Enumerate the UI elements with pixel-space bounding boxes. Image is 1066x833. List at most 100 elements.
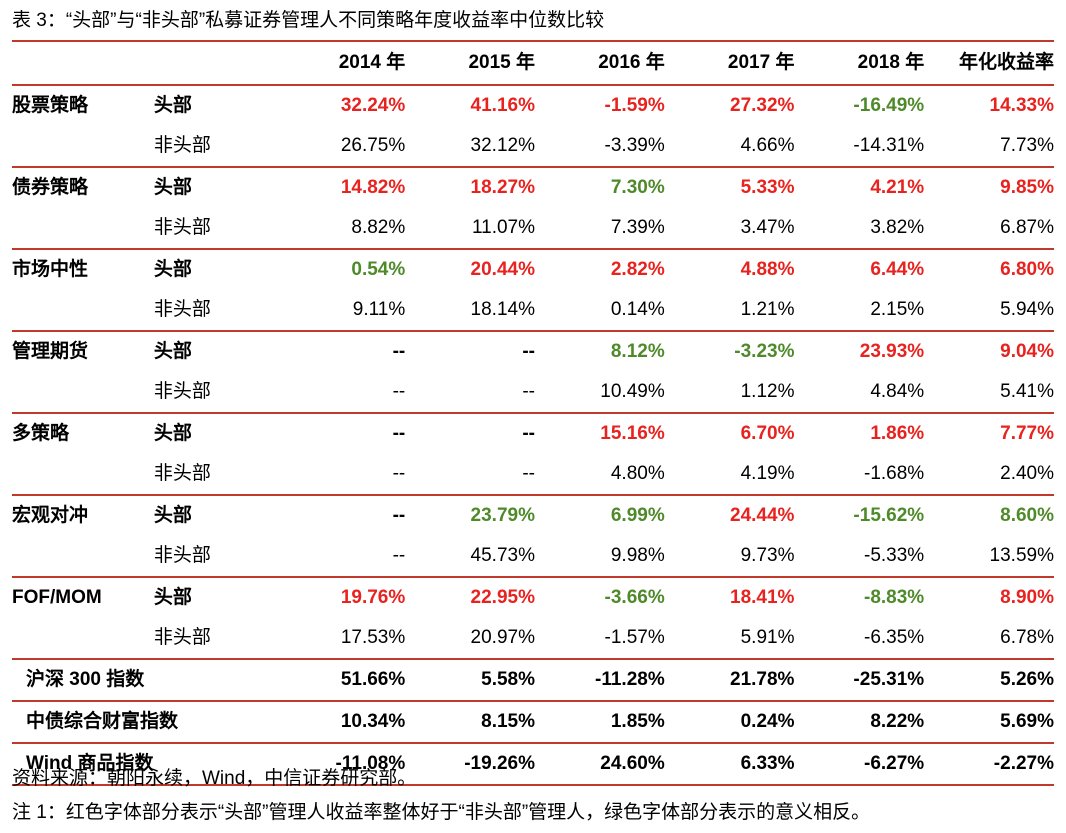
value-cell: 10.34%	[340, 711, 406, 732]
index-row: Wind 商品指数 -11.08% -19.26% 24.60% 6.33% -6.27%…	[12, 743, 1054, 785]
value-cell: 6.78%	[1000, 627, 1054, 648]
value-cell: 3.47%	[740, 217, 795, 238]
value-cell: 8.90%	[1000, 587, 1054, 608]
group-label-nonhead: 非头部	[153, 545, 211, 566]
index-row: 中债综合财富指数 10.34% 8.15% 1.85% 0.24% 8.22% 5.69%	[12, 701, 1054, 743]
index-name: 沪深 300 指数	[26, 669, 145, 690]
group-label-nonhead: 非头部	[153, 627, 211, 648]
group-label-nonhead: 非头部	[153, 463, 211, 484]
value-cell: -25.31%	[853, 669, 925, 690]
value-cell: -14.31%	[853, 135, 925, 156]
value-cell: 21.78%	[730, 669, 795, 690]
header-blank-strategy	[12, 41, 154, 85]
value-cell: --	[392, 423, 406, 444]
value-cell: 6.80%	[1000, 259, 1054, 280]
value-cell: 5.33%	[740, 177, 795, 198]
strategy-name-blank	[12, 618, 154, 659]
index-name: Wind 商品指数	[26, 753, 154, 774]
index-row: 沪深 300 指数 51.66% 5.58% -11.28% 21.78% -25.31%…	[12, 659, 1054, 701]
value-cell: 6.44%	[870, 259, 925, 280]
value-cell: 14.33%	[989, 95, 1054, 116]
value-cell: 5.41%	[1000, 381, 1054, 402]
value-cell: 24.60%	[600, 753, 665, 774]
value-cell: 41.16%	[470, 95, 535, 116]
table-row: 股票策略 头部 32.24% 41.16% -1.59% 27.32% -16.49% 14.…	[12, 85, 1054, 126]
strategy-name: 管理期货	[12, 341, 89, 362]
value-cell: -15.62%	[853, 505, 925, 526]
header-2015: 2015 年	[468, 52, 535, 73]
value-cell: 4.21%	[870, 177, 925, 198]
value-cell: 32.24%	[340, 95, 406, 116]
source-note: 资料来源：朝阳永续，Wind，中信证券研究部。	[12, 768, 417, 789]
value-cell: 9.04%	[1000, 341, 1054, 362]
returns-table: 2014 年 2015 年 2016 年 2017 年 2018 年 年化收益率…	[12, 40, 1054, 786]
table-row: FOF/MOM 头部 19.76% 22.95% -3.66% 18.41% -8.83% 8…	[12, 577, 1054, 618]
table-row: 非头部 -- 45.73% 9.98% 9.73% -5.33% 13.59%	[12, 536, 1054, 577]
group-label-head: 头部	[153, 423, 192, 444]
value-cell: 23.79%	[470, 505, 535, 526]
strategy-name-blank	[12, 372, 154, 413]
value-cell: 17.53%	[340, 627, 406, 648]
value-cell: 3.82%	[870, 217, 925, 238]
value-cell: 2.15%	[870, 299, 925, 320]
value-cell: 6.99%	[610, 505, 665, 526]
value-cell: -3.23%	[734, 341, 795, 362]
strategy-name: 股票策略	[12, 95, 89, 116]
value-cell: 9.85%	[1000, 177, 1054, 198]
group-label-head: 头部	[153, 177, 192, 198]
value-cell: 2.40%	[1000, 463, 1054, 484]
group-label-head: 头部	[153, 95, 192, 116]
value-cell: 23.93%	[859, 341, 925, 362]
strategy-name: FOF/MOM	[12, 587, 102, 608]
strategy-name-blank	[12, 208, 154, 249]
value-cell: 7.73%	[1000, 135, 1054, 156]
value-cell: 0.24%	[740, 711, 795, 732]
value-cell: 8.60%	[1000, 505, 1054, 526]
value-cell: 6.70%	[740, 423, 795, 444]
group-label-nonhead: 非头部	[153, 217, 211, 238]
table-row: 债券策略 头部 14.82% 18.27% 7.30% 5.33% 4.21% 9.85%	[12, 167, 1054, 208]
value-cell: --	[522, 423, 535, 444]
header-blank-group	[154, 41, 276, 85]
footnote: 注 1：红色字体部分表示“头部”管理人收益率整体好于“非头部”管理人，绿色字体部…	[12, 802, 871, 823]
table-row: 市场中性 头部 0.54% 20.44% 2.82% 4.88% 6.44% 6.80%	[12, 249, 1054, 290]
table-row: 管理期货 头部 -- -- 8.12% -3.23% 23.93% 9.04%	[12, 331, 1054, 372]
value-cell: 8.82%	[351, 217, 406, 238]
value-cell: 11.07%	[471, 217, 535, 238]
value-cell: 6.33%	[740, 753, 795, 774]
group-label-head: 头部	[153, 341, 192, 362]
strategy-name: 市场中性	[12, 259, 89, 280]
value-cell: 27.32%	[730, 95, 795, 116]
value-cell: --	[392, 545, 406, 566]
value-cell: -1.68%	[864, 463, 925, 484]
value-cell: -3.39%	[604, 135, 665, 156]
value-cell: 18.41%	[730, 587, 795, 608]
value-cell: 5.58%	[481, 669, 535, 690]
group-label-nonhead: 非头部	[153, 135, 211, 156]
value-cell: 4.19%	[740, 463, 795, 484]
value-cell: -8.83%	[864, 587, 925, 608]
table-row: 非头部 -- -- 4.80% 4.19% -1.68% 2.40%	[12, 454, 1054, 495]
index-name: 中债综合财富指数	[26, 711, 179, 732]
value-cell: 45.73%	[470, 545, 535, 566]
group-label-head: 头部	[153, 587, 192, 608]
value-cell: 10.49%	[600, 381, 665, 402]
value-cell: -1.57%	[604, 627, 665, 648]
value-cell: 9.73%	[740, 545, 795, 566]
table-row: 宏观对冲 头部 -- 23.79% 6.99% 24.44% -15.62% 8.60%	[12, 495, 1054, 536]
value-cell: 5.91%	[740, 627, 795, 648]
value-cell: -16.49%	[853, 95, 925, 116]
value-cell: 1.21%	[740, 299, 795, 320]
value-cell: --	[392, 505, 406, 526]
group-label-head: 头部	[153, 505, 192, 526]
table-row: 非头部 8.82% 11.07% 7.39% 3.47% 3.82% 6.87%	[12, 208, 1054, 249]
value-cell: 13.59%	[989, 545, 1054, 566]
value-cell: 18.14%	[470, 299, 535, 320]
value-cell: 5.69%	[1000, 711, 1054, 732]
table-row: 非头部 -- -- 10.49% 1.12% 4.84% 5.41%	[12, 372, 1054, 413]
value-cell: --	[522, 463, 535, 484]
value-cell: 7.77%	[1000, 423, 1054, 444]
table-caption: 表 3：“头部”与“非头部”私募证券管理人不同策略年度收益率中位数比较	[12, 10, 605, 31]
value-cell: 7.30%	[610, 177, 665, 198]
